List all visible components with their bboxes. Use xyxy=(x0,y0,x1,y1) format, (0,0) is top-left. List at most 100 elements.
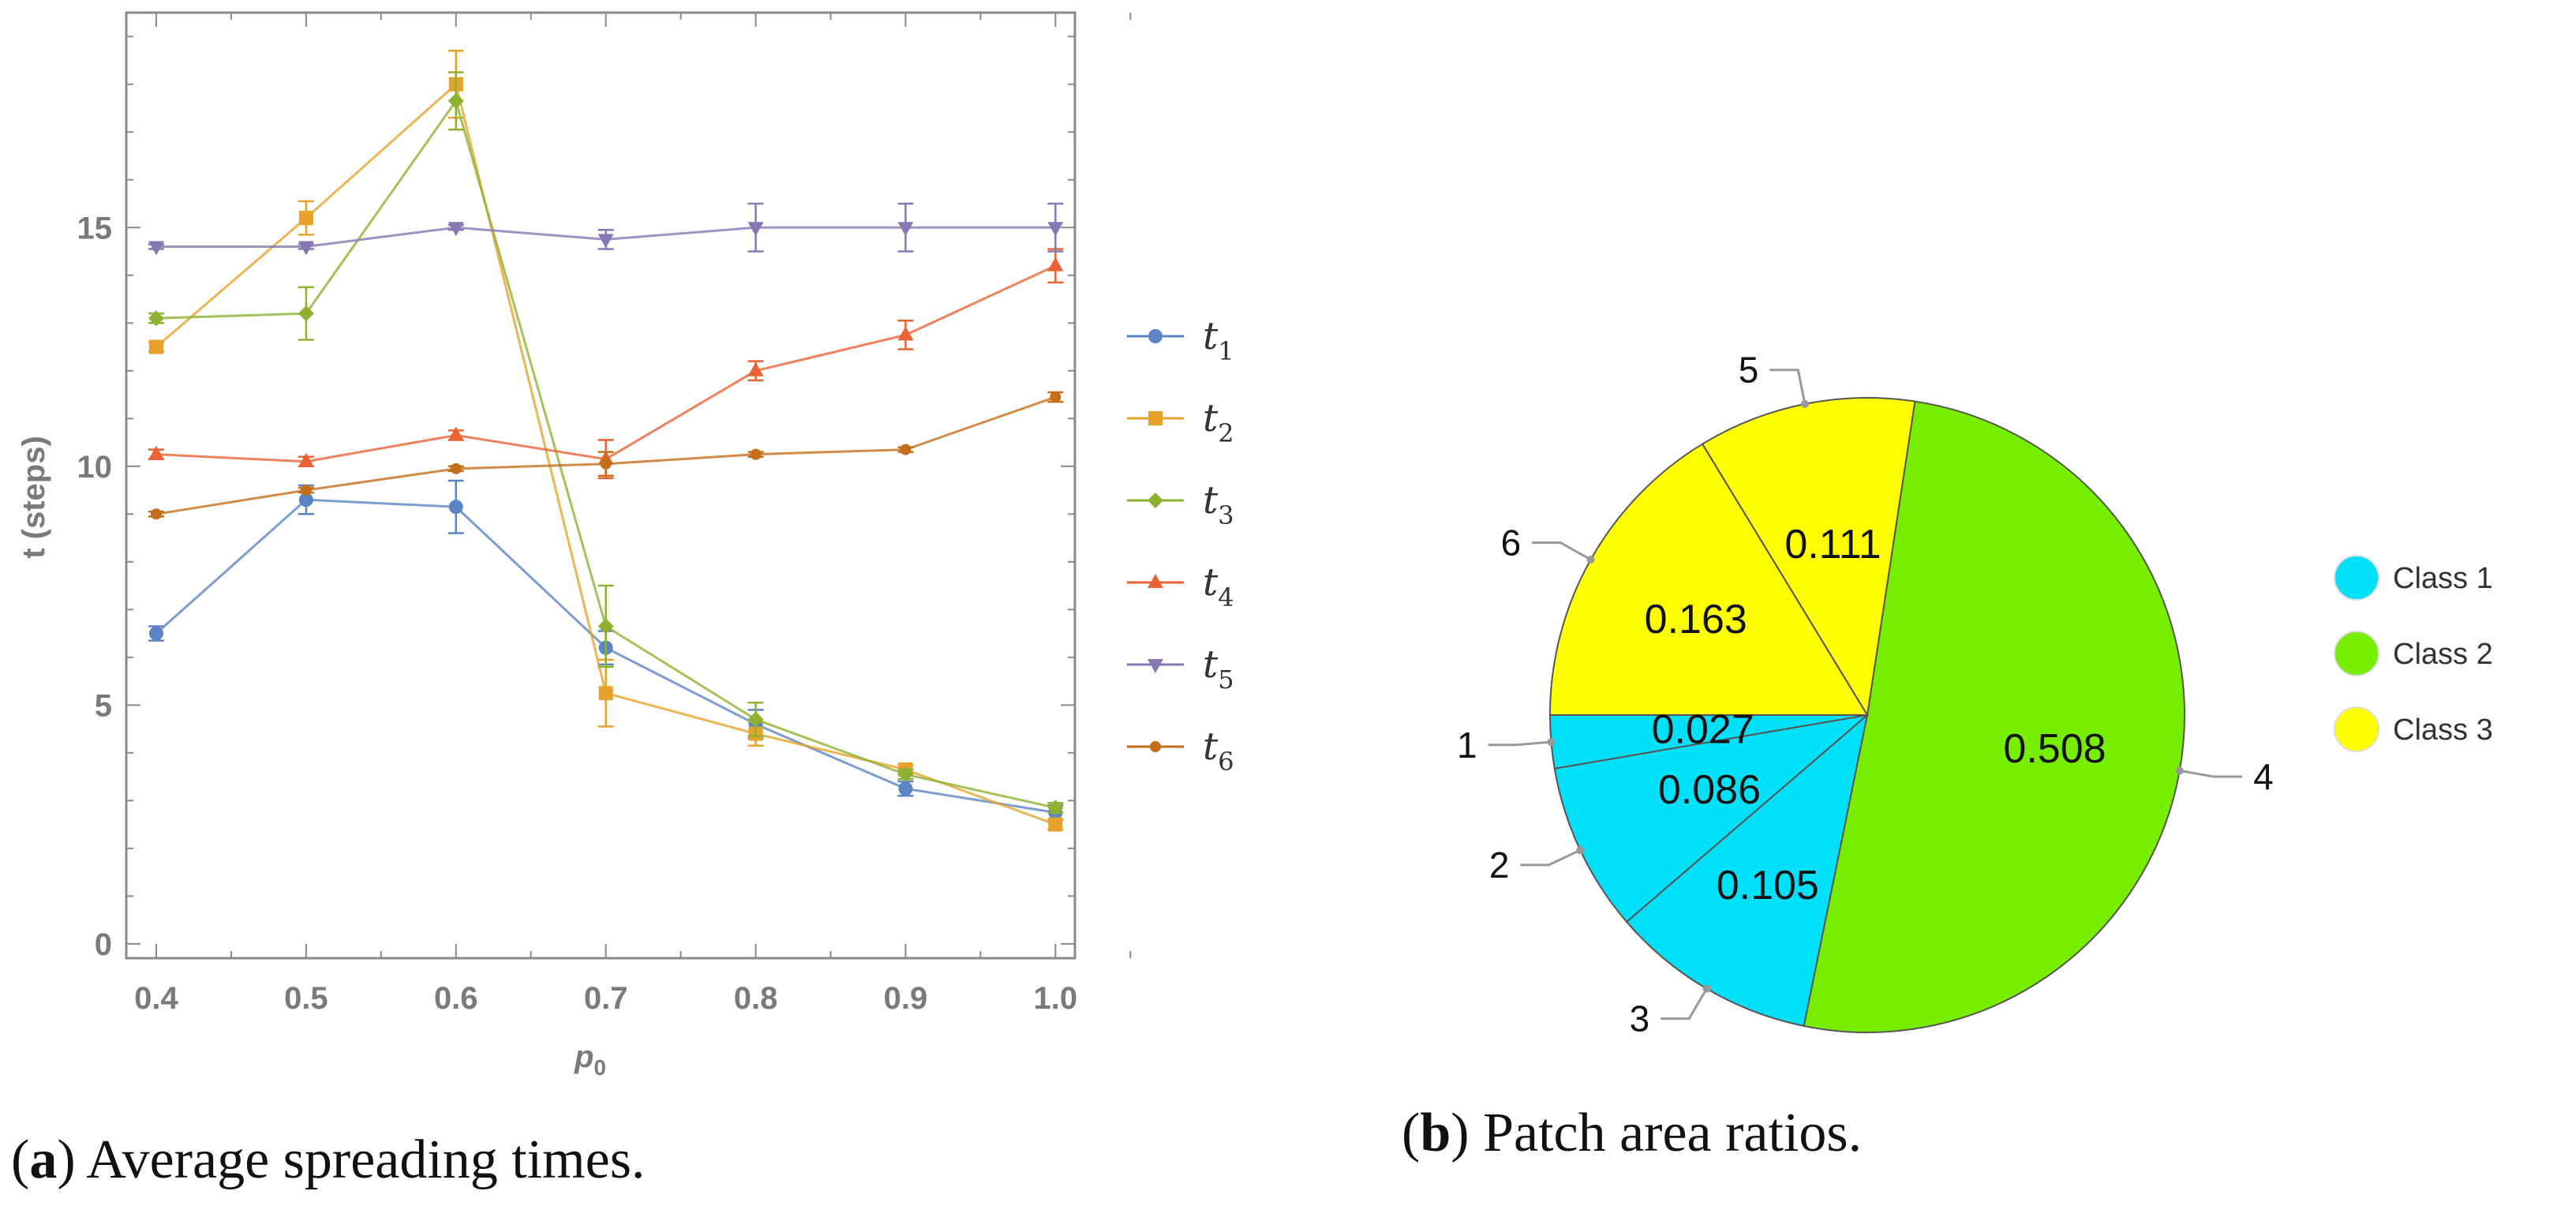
y-tick-label: 15 xyxy=(77,211,113,245)
data-point xyxy=(148,339,163,354)
x-tick-label: 0.4 xyxy=(134,981,178,1016)
y-axis-label: t (steps) xyxy=(17,436,51,559)
data-point xyxy=(298,305,314,322)
slice-callout-4 xyxy=(2179,769,2243,778)
data-point xyxy=(448,500,463,515)
pie-legend-swatch xyxy=(2334,555,2379,601)
slice-value-4: 0.508 xyxy=(2003,726,2106,772)
series-t5 xyxy=(148,202,1064,256)
slice-value-2: 0.086 xyxy=(1658,767,1761,813)
legend-marker xyxy=(1148,574,1163,588)
pie-legend-label: Class 2 xyxy=(2393,638,2493,671)
legend-label: t4 xyxy=(1203,560,1234,612)
data-point xyxy=(1047,222,1064,237)
pie-legend-item: Class 1 xyxy=(2334,555,2493,601)
slice-callout-2 xyxy=(1520,848,1581,867)
caption-a-letter: a xyxy=(29,1129,57,1190)
legend-label-main: t xyxy=(1203,396,1219,440)
slice-callout-dot xyxy=(1586,556,1595,564)
data-point xyxy=(298,452,314,467)
legend-label-sub: 5 xyxy=(1218,665,1234,695)
data-point xyxy=(148,626,163,641)
legend-label-sub: 2 xyxy=(1218,418,1234,448)
pie-legend-swatch xyxy=(2334,706,2379,752)
data-point xyxy=(897,222,914,237)
data-point xyxy=(150,508,162,520)
slice-callout-dot xyxy=(2175,766,2184,775)
caption-a: (a) Average spreading times. xyxy=(11,1129,645,1190)
data-point xyxy=(747,711,764,728)
slice-callout-3 xyxy=(1661,987,1708,1021)
slice-value-5: 0.111 xyxy=(1784,522,1881,567)
data-point xyxy=(597,234,614,249)
slice-callout-dot xyxy=(1576,846,1585,855)
slice-index-2: 2 xyxy=(1489,845,1510,886)
legend-label: t1 xyxy=(1203,314,1234,366)
data-point xyxy=(447,92,464,109)
slice-index-3: 3 xyxy=(1630,998,1650,1039)
pie-slices xyxy=(1548,397,2186,1033)
legend-label: t6 xyxy=(1203,725,1234,777)
slice-value-3: 0.105 xyxy=(1717,863,1819,908)
y-tick-label: 5 xyxy=(95,688,112,723)
data-point xyxy=(900,444,912,455)
legend-label: t3 xyxy=(1203,478,1234,530)
slice-index-1: 1 xyxy=(1457,725,1477,766)
x-tick-label: 0.8 xyxy=(734,981,778,1016)
caption-b: (b) Patch area ratios. xyxy=(1402,1103,1862,1163)
data-point xyxy=(597,618,614,635)
x-tick-label: 1.0 xyxy=(1034,981,1078,1016)
y-tick-label: 0 xyxy=(95,927,112,962)
x-tick-label: 0.6 xyxy=(434,981,478,1016)
series-t6 xyxy=(148,391,1064,520)
x-tick-label: 0.9 xyxy=(884,981,928,1016)
data-point xyxy=(148,241,164,256)
data-point xyxy=(447,222,464,237)
legend-item-t1: t1 xyxy=(1127,314,1234,366)
x-tick-label: 0.5 xyxy=(284,981,328,1016)
legend-item-t4: t4 xyxy=(1127,560,1234,612)
pie-legend-swatch xyxy=(2334,631,2379,676)
slice-callout-6 xyxy=(1532,541,1592,561)
data-point xyxy=(1048,817,1063,832)
slice-callout-dot xyxy=(1702,984,1711,993)
data-point xyxy=(1050,391,1061,403)
y-tick-label: 10 xyxy=(77,450,113,485)
data-point xyxy=(298,211,313,226)
data-point xyxy=(1047,257,1064,272)
data-point xyxy=(897,766,914,783)
slice-callout-dot xyxy=(1800,399,1809,408)
data-point xyxy=(747,361,764,376)
caption-b-letter: b xyxy=(1420,1103,1451,1163)
data-point xyxy=(598,686,613,701)
legend-item-t2: t2 xyxy=(1127,396,1234,448)
data-point xyxy=(447,426,464,441)
legend-marker xyxy=(1148,411,1163,425)
legend-label: t2 xyxy=(1203,396,1234,448)
data-point xyxy=(897,326,914,341)
slice-index-6: 6 xyxy=(1501,522,1522,563)
data-point xyxy=(600,458,612,470)
data-point xyxy=(750,448,762,460)
caption-a-text: Average spreading times. xyxy=(86,1129,645,1190)
legend-marker xyxy=(1148,329,1163,343)
slice-callout-1 xyxy=(1488,740,1552,747)
legend-marker xyxy=(1148,659,1163,673)
slice-value-6: 0.163 xyxy=(1645,597,1747,642)
series-line xyxy=(155,264,1056,463)
legend-label-main: t xyxy=(1203,314,1219,358)
data-point xyxy=(148,310,164,327)
legend-item-t3: t3 xyxy=(1127,478,1234,530)
slice-value-1: 0.027 xyxy=(1652,707,1754,753)
series-layer xyxy=(148,50,1064,832)
legend-item-t5: t5 xyxy=(1127,642,1234,695)
series-t3 xyxy=(148,71,1064,816)
series-t4 xyxy=(148,248,1064,480)
legend-label-sub: 6 xyxy=(1218,747,1234,777)
pie-legend-label: Class 1 xyxy=(2393,562,2493,595)
data-point xyxy=(450,463,462,474)
legend-label-main: t xyxy=(1203,478,1219,522)
